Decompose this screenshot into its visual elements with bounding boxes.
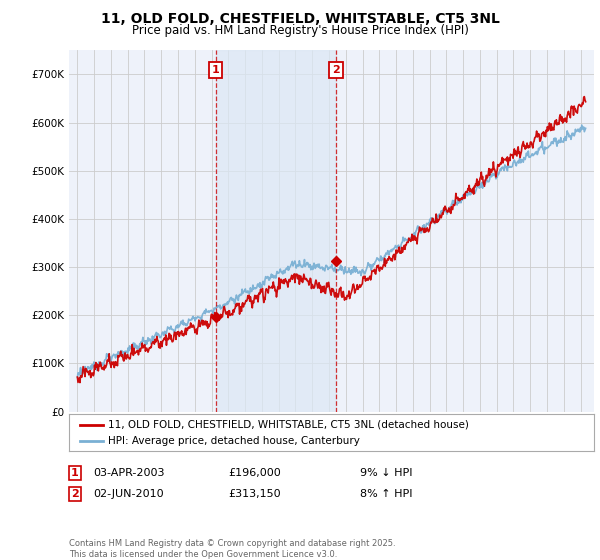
Text: Price paid vs. HM Land Registry's House Price Index (HPI): Price paid vs. HM Land Registry's House … (131, 24, 469, 36)
Text: 2: 2 (71, 489, 79, 499)
Text: 11, OLD FOLD, CHESTFIELD, WHITSTABLE, CT5 3NL: 11, OLD FOLD, CHESTFIELD, WHITSTABLE, CT… (101, 12, 499, 26)
Bar (216, 50, 336, 412)
Text: 1: 1 (212, 66, 220, 75)
Text: 02-JUN-2010: 02-JUN-2010 (93, 489, 164, 499)
Text: £196,000: £196,000 (228, 468, 281, 478)
Text: £313,150: £313,150 (228, 489, 281, 499)
Text: 03-APR-2003: 03-APR-2003 (93, 468, 164, 478)
Text: 2: 2 (332, 66, 340, 75)
Text: Contains HM Land Registry data © Crown copyright and database right 2025.
This d: Contains HM Land Registry data © Crown c… (69, 539, 395, 559)
Text: 11, OLD FOLD, CHESTFIELD, WHITSTABLE, CT5 3NL (detached house): 11, OLD FOLD, CHESTFIELD, WHITSTABLE, CT… (109, 419, 469, 430)
Text: 9% ↓ HPI: 9% ↓ HPI (360, 468, 413, 478)
Text: 1: 1 (71, 468, 79, 478)
Text: 8% ↑ HPI: 8% ↑ HPI (360, 489, 413, 499)
Text: HPI: Average price, detached house, Canterbury: HPI: Average price, detached house, Cant… (109, 436, 360, 446)
